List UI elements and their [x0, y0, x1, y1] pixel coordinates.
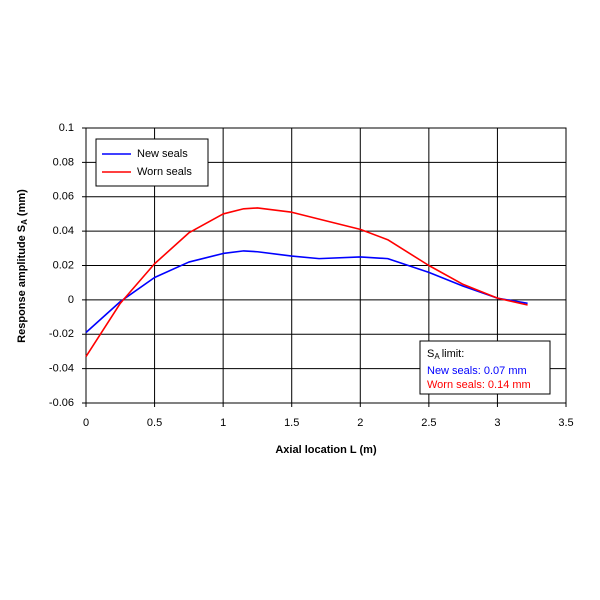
y-tick-label: -0.02 [49, 328, 74, 340]
y-tick-label: 0.02 [53, 259, 74, 271]
annotation-title-s: S [427, 348, 434, 360]
y-tick-label: -0.04 [49, 363, 74, 375]
legend-label: Worn seals [137, 166, 192, 178]
y-label-unit: (mm) [16, 189, 28, 216]
plot-frame [85, 127, 567, 404]
y-tick-label: 0.06 [53, 191, 74, 203]
annotation-title: SA limit: [427, 348, 464, 361]
x-tick-label: 0 [83, 417, 89, 429]
y-label-sub: A [20, 219, 29, 225]
x-axis-label: Axial location L (m) [275, 444, 377, 456]
annotation-line: New seals: 0.07 mm [427, 365, 527, 377]
x-tick-label: 1.5 [284, 417, 299, 429]
annotation-box [419, 340, 551, 395]
y-tick-label: 0.08 [53, 156, 74, 168]
y-tick-label: 0.1 [59, 122, 74, 134]
y-tick-label: 0.04 [53, 225, 74, 237]
x-tick-label: 3.5 [558, 417, 573, 429]
legend-box [95, 138, 209, 187]
y-axis-label: Response amplitude SA (mm) [16, 189, 29, 343]
series-line [85, 207, 528, 358]
legend-label: New seals [137, 148, 188, 160]
series-line [85, 250, 528, 334]
x-tick-label: 0.5 [147, 417, 162, 429]
x-tick-label: 3 [494, 417, 500, 429]
annotation-title-sub: A [434, 352, 440, 361]
x-tick-label: 2 [357, 417, 363, 429]
x-tick-label: 2.5 [421, 417, 436, 429]
annotation-title-rest: limit: [442, 348, 465, 360]
y-label-text: Response amplitude S [16, 225, 28, 343]
y-tick-label: -0.06 [49, 397, 74, 409]
annotation-line: Worn seals: 0.14 mm [427, 379, 531, 391]
y-tick-label: 0 [68, 294, 74, 306]
x-tick-label: 1 [220, 417, 226, 429]
